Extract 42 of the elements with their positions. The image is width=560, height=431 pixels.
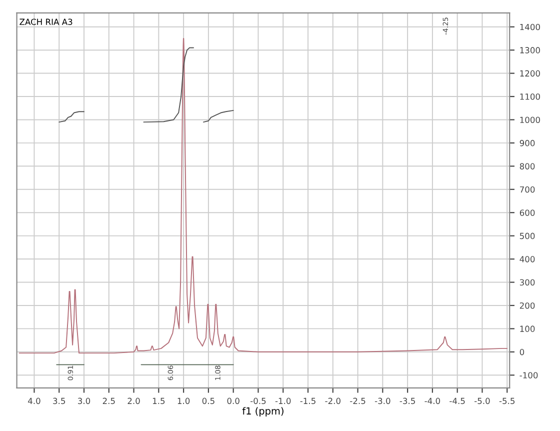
x-tick-label: -4.0 bbox=[424, 398, 440, 404]
y-tick-label: 300 bbox=[520, 279, 535, 286]
x-tick-label: 2.0 bbox=[128, 398, 140, 404]
y-tick-label: 0 bbox=[520, 348, 524, 356]
x-tick-label: 1.0 bbox=[178, 398, 190, 404]
x-tick-label: -2.5 bbox=[350, 398, 366, 404]
x-tick-label: -1.5 bbox=[300, 398, 316, 404]
text: ZACH RIA A3 bbox=[20, 18, 72, 26]
x-tick-label: -0.5 bbox=[250, 398, 266, 404]
y-tick-label: 700 bbox=[520, 186, 535, 193]
x-tick-label: -3.0 bbox=[374, 398, 390, 404]
x-tick-label: -5.0 bbox=[474, 398, 490, 404]
x-tick-label: 1.5 bbox=[152, 398, 165, 404]
x-tick-label: -2.0 bbox=[325, 398, 340, 404]
y-tick-label: 1300 bbox=[520, 47, 540, 54]
line-series bbox=[58, 111, 84, 123]
x-tick-label: -4.5 bbox=[450, 398, 465, 404]
x-tick-label: 0.5 bbox=[202, 398, 214, 404]
x-tick-label: 3.0 bbox=[78, 398, 90, 404]
y-tick-label: 500 bbox=[520, 232, 535, 240]
y-tick-label: 600 bbox=[520, 210, 535, 216]
x-tick-label: 0.0 bbox=[227, 398, 240, 404]
y-tick-label: 900 bbox=[520, 140, 535, 146]
y-tick-label: 100 bbox=[520, 326, 535, 332]
line-series bbox=[202, 110, 234, 123]
y-tick-label: 1400 bbox=[520, 24, 540, 30]
x-tick-label: 4.0 bbox=[28, 398, 40, 404]
y-tick-label: 800 bbox=[520, 163, 535, 170]
y-tick-label: 1100 bbox=[520, 93, 540, 100]
y-tick-label: 1200 bbox=[520, 70, 540, 77]
x-axis-title: f1 (ppm) bbox=[242, 407, 284, 416]
y-tick-label: 1000 bbox=[520, 116, 540, 124]
line-series bbox=[143, 47, 194, 123]
y-tick-label: 200 bbox=[520, 302, 535, 309]
x-tick-label: -5.5 bbox=[499, 398, 515, 404]
y-tick-label: 400 bbox=[520, 256, 535, 262]
x-tick-label: 2.5 bbox=[102, 398, 115, 404]
y-tick-label: -100 bbox=[520, 372, 538, 378]
line-series bbox=[18, 38, 508, 354]
x-tick-label: 3.5 bbox=[53, 398, 66, 404]
x-tick-label: -3.5 bbox=[400, 398, 415, 404]
x-tick-label: -1.0 bbox=[275, 398, 291, 404]
